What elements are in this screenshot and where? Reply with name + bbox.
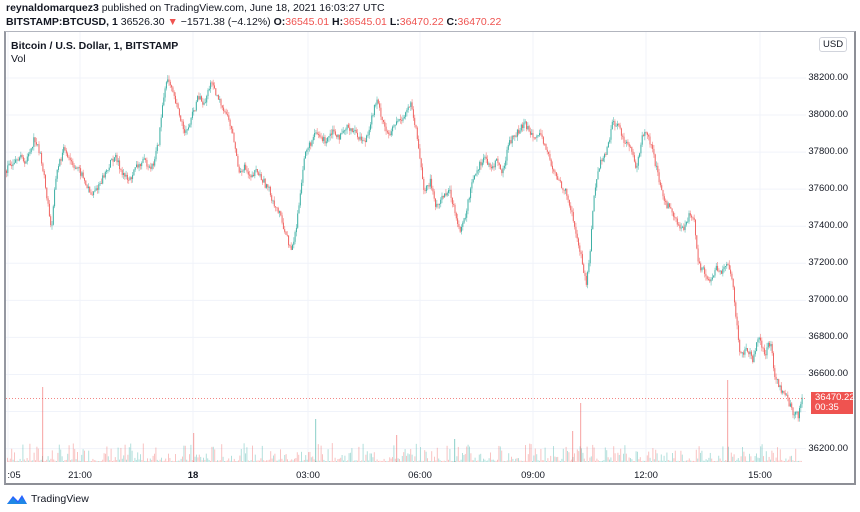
price-axis-label: 37800.00: [808, 146, 848, 158]
price-axis-label: 38200.00: [808, 72, 848, 83]
triangle-down-icon: ▼: [167, 16, 178, 28]
tradingview-logo-icon: [7, 495, 27, 504]
time-axis-label: 03:00: [296, 470, 320, 481]
time-axis-label: 06:00: [408, 470, 432, 481]
chart-frame: [4, 31, 856, 485]
time-axis-label: 09:00: [521, 470, 545, 481]
time-axis-label: 21:00: [68, 470, 92, 481]
price-axis-label: 37200.00: [808, 257, 848, 269]
high-label: H:: [332, 16, 344, 28]
last-price-tag-value: 36470.22: [815, 392, 855, 403]
low-label: L:: [389, 16, 400, 28]
bar-countdown: 00:35: [815, 402, 839, 413]
tradingview-brand-name: TradingView: [31, 493, 89, 505]
price-change: −1571.38 (−4.12%): [180, 16, 271, 28]
candlestick-chart[interactable]: [6, 32, 806, 462]
time-axis-label: 18: [187, 470, 199, 481]
time-axis-label: 12:00: [634, 470, 658, 481]
time-axis-label: 15:00: [748, 470, 772, 481]
currency-button[interactable]: USD: [819, 37, 848, 52]
low-value: 36470.22: [399, 16, 444, 28]
open-label: O:: [273, 16, 286, 28]
price-axis-label: 37600.00: [808, 183, 848, 195]
close-label: C:: [446, 16, 458, 28]
price-axis-label: 38000.00: [808, 109, 848, 121]
symbol-label: BITSTAMP:BTCUSD, 1: [6, 16, 118, 28]
price-axis-label: 37400.00: [808, 220, 848, 232]
author-name[interactable]: reynaldomarquez3: [6, 2, 99, 14]
close-value: 36470.22: [457, 16, 502, 28]
tradingview-branding[interactable]: TradingView: [6, 493, 89, 505]
time-axis-label: :05: [7, 470, 21, 481]
publish-info: reynaldomarquez3 published on TradingVie…: [6, 2, 385, 14]
price-axis-label: 36600.00: [808, 368, 848, 380]
last-price-tag: 36470.22 00:35: [811, 392, 855, 414]
high-value: 36545.01: [343, 16, 387, 28]
open-value: 36545.01: [285, 16, 330, 28]
volume-legend: Vol: [11, 53, 26, 65]
chart-legend-title: Bitcoin / U.S. Dollar, 1, BITSTAMP: [11, 40, 179, 52]
published-text: published on TradingView.com, June 18, 2…: [98, 2, 385, 14]
last-price: 36526.30: [120, 16, 165, 28]
price-axis-label: 37000.00: [808, 294, 848, 306]
symbol-info-bar: BITSTAMP:BTCUSD, 1 36526.30 ▼ −1571.38 (…: [6, 16, 501, 28]
price-axis-label: 36800.00: [808, 331, 848, 343]
price-axis-label: 36200.00: [808, 442, 848, 454]
